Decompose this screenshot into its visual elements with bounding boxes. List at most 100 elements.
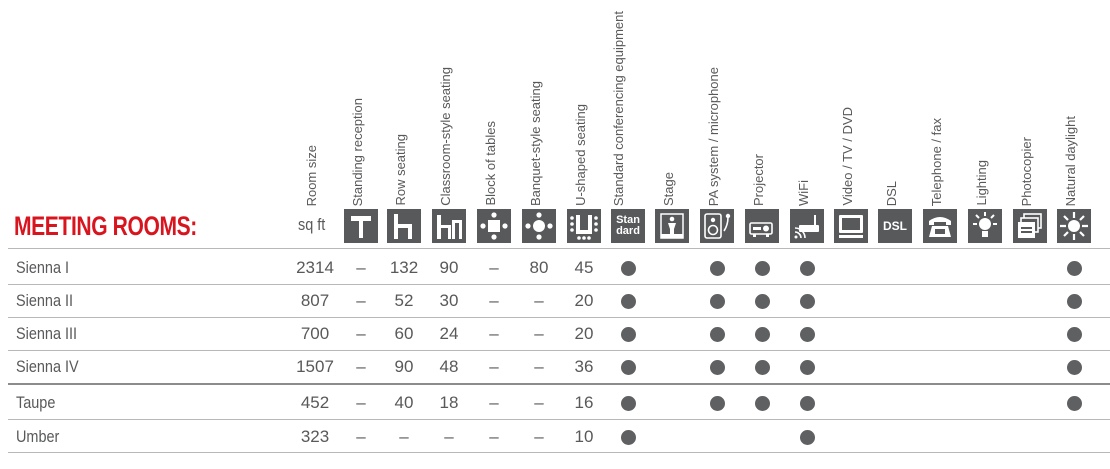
column-header-label: PA system / microphone	[706, 66, 721, 206]
column-header-projector: Projector	[750, 0, 774, 206]
banquet-seating-icon	[522, 209, 556, 243]
column-header-copier: Photocopier	[1018, 0, 1042, 206]
cell-block: –	[489, 427, 499, 446]
cell-standing: –	[356, 258, 366, 277]
column-header-label: DSL	[884, 180, 899, 206]
feature-available-dot	[620, 261, 636, 276]
cell-ushape: 36	[574, 357, 594, 376]
standard-equipment-icon: Stan dard	[611, 209, 645, 243]
pa-microphone-icon	[700, 209, 734, 243]
feature-available-dot	[620, 430, 636, 445]
cell-standing: –	[356, 324, 366, 343]
feature-available-dot	[620, 327, 636, 342]
cell-ushape: 16	[574, 393, 594, 412]
feature-available-dot	[799, 360, 815, 375]
column-header-row: Row seating	[392, 0, 416, 206]
cell-size: 2314	[296, 258, 334, 277]
column-header-standard: Standard conferencing equipment	[611, 0, 640, 206]
column-header-label: Classroom-style seating	[438, 67, 453, 206]
column-header-label: Row seating	[393, 134, 408, 206]
feature-available-dot	[620, 294, 636, 309]
cell-block: –	[489, 258, 499, 277]
classroom-seating-icon	[432, 209, 466, 243]
icon-text: Stan dard	[616, 214, 640, 237]
feature-available-dot	[620, 360, 636, 375]
feature-available-dot	[1066, 261, 1082, 276]
column-header-label: Room size	[304, 144, 319, 206]
stage-icon	[655, 209, 689, 243]
feature-available-dot	[1066, 360, 1082, 375]
column-header-wifi: WiFi	[795, 0, 819, 206]
projector-icon	[745, 209, 779, 243]
column-header-pa: PA system / microphone	[705, 0, 729, 206]
column-header-dsl: DSL	[883, 0, 907, 206]
table-row: Sienna II 807 – 52 30 – – 20	[0, 285, 1110, 317]
column-header-classroom: Classroom-style seating	[437, 0, 461, 206]
column-header-size: Room size	[303, 0, 327, 206]
cell-block: –	[489, 357, 499, 376]
table-row: Taupe 452 – 40 18 – – 16	[0, 387, 1110, 419]
feature-available-dot	[754, 360, 770, 375]
cell-row: –	[399, 427, 409, 446]
feature-available-dot	[709, 327, 725, 342]
feature-available-dot	[709, 261, 725, 276]
feature-available-dot	[1066, 327, 1082, 342]
cell-ushape: 10	[574, 427, 594, 446]
table-row: Sienna III 700 – 60 24 – – 20	[0, 318, 1110, 350]
dsl-icon: DSL	[878, 209, 912, 243]
row-divider	[8, 317, 1110, 318]
cell-banquet: –	[534, 291, 544, 310]
feature-available-dot	[709, 396, 725, 411]
column-header-label: Projector	[751, 153, 766, 206]
cell-ushape: 45	[574, 258, 594, 277]
column-header-daylight: Natural daylight	[1062, 0, 1086, 206]
feature-available-dot	[709, 294, 725, 309]
cell-classroom: –	[444, 427, 454, 446]
cell-banquet: –	[534, 427, 544, 446]
column-header-label: Block of tables	[483, 121, 498, 206]
cell-banquet: –	[534, 393, 544, 412]
feature-available-dot	[754, 396, 770, 411]
column-header-lighting: Lighting	[973, 0, 997, 206]
column-header-phone: Telephone / fax	[928, 0, 952, 206]
row-divider	[8, 419, 1110, 420]
column-header-standing: Standing reception	[349, 0, 373, 206]
cell-standing: –	[356, 291, 366, 310]
room-name: Sienna I	[16, 258, 70, 277]
cell-classroom: 24	[439, 324, 459, 343]
feature-available-dot	[799, 294, 815, 309]
cell-size: 323	[300, 427, 330, 446]
cell-size: 452	[300, 393, 330, 412]
row-divider	[8, 284, 1110, 285]
feature-available-dot	[799, 327, 815, 342]
row-seating-icon	[387, 209, 421, 243]
cell-standing: –	[356, 357, 366, 376]
row-divider	[8, 248, 1110, 249]
column-header-label: Telephone / fax	[929, 117, 944, 206]
lighting-icon	[968, 209, 1002, 243]
table-row: Umber 323 – – – – – 10	[0, 421, 1110, 453]
column-header-label: Standing reception	[350, 97, 365, 206]
column-header-label: U-shaped seating	[573, 104, 588, 206]
feature-available-dot	[1066, 294, 1082, 309]
feature-available-dot	[709, 360, 725, 375]
room-name: Sienna III	[16, 324, 78, 343]
cell-row: 132	[389, 258, 419, 277]
column-header-banquet: Banquet-style seating	[527, 0, 551, 206]
column-header-label: Natural daylight	[1063, 115, 1078, 206]
column-header-label: Video / TV / DVD	[840, 107, 855, 206]
cell-block: –	[489, 291, 499, 310]
cell-banquet: –	[534, 357, 544, 376]
cell-size: 807	[300, 291, 330, 310]
feature-available-dot	[799, 430, 815, 445]
column-header-label: Banquet-style seating	[528, 80, 543, 206]
wifi-icon	[790, 209, 824, 243]
column-header-ushape: U-shaped seating	[572, 0, 596, 206]
column-header-label: Standard conferencing equipment	[611, 10, 626, 206]
row-divider	[8, 383, 1110, 385]
cell-banquet: –	[534, 324, 544, 343]
column-header-video: Video / TV / DVD	[839, 0, 863, 206]
cell-classroom: 30	[439, 291, 459, 310]
feature-available-dot	[799, 261, 815, 276]
feature-available-dot	[620, 396, 636, 411]
